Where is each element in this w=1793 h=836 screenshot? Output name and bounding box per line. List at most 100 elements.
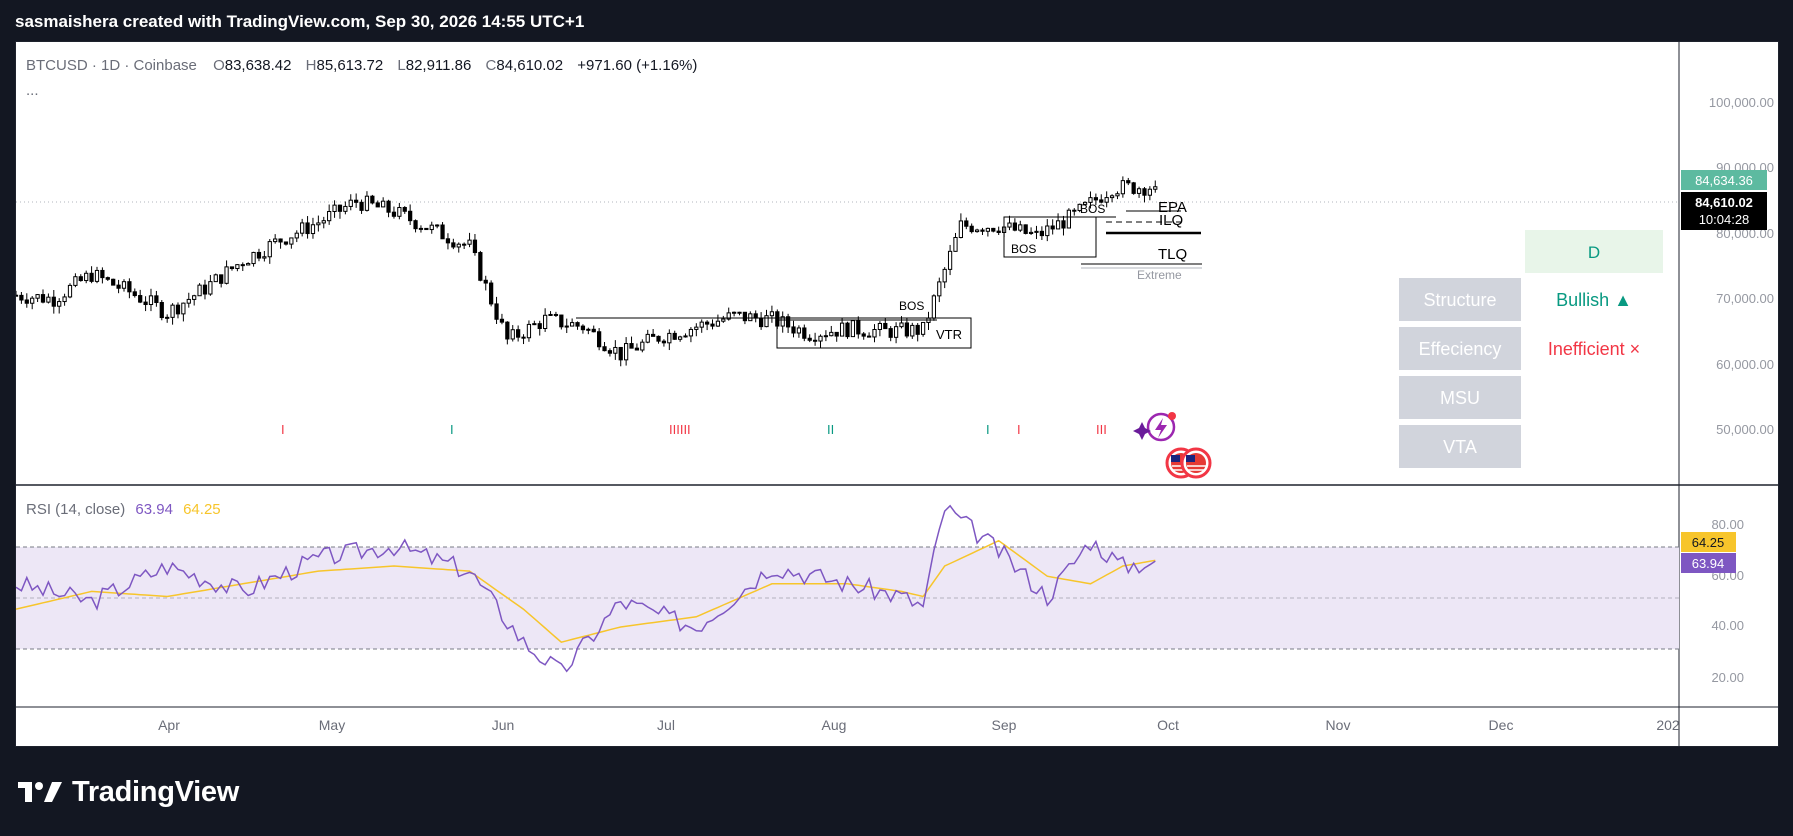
rsi-badge-value: 63.94 [1692, 556, 1725, 571]
marker-green-3[interactable]: I [986, 422, 990, 437]
timeframe-label: D [1588, 243, 1600, 262]
candle [1147, 188, 1152, 196]
tradingview-logo-icon[interactable] [18, 780, 64, 806]
candle [953, 237, 958, 252]
high-label: H [306, 57, 317, 74]
candle [958, 220, 964, 239]
candle [964, 220, 969, 227]
candle [483, 279, 488, 284]
marker-green-1[interactable]: I [450, 422, 454, 437]
candle [262, 256, 267, 259]
candle [175, 304, 181, 315]
candle [57, 301, 62, 307]
rsi-ma-badge [1681, 532, 1736, 552]
candle [499, 318, 505, 323]
rsi-label: RSI (14, close) [26, 501, 125, 518]
us-flag-event-icon-2[interactable] [1180, 447, 1212, 479]
candle [116, 284, 121, 289]
candle [1077, 203, 1082, 212]
candle [494, 303, 499, 320]
candle [715, 320, 721, 327]
time-axis[interactable]: Apr May Jun Jul Aug Sep Oct Nov Dec 202 [158, 717, 1680, 733]
candle [910, 324, 915, 337]
legend-more[interactable]: ... [26, 82, 39, 99]
candle [769, 311, 775, 317]
time-label-jul: Jul [657, 717, 675, 733]
candle [16, 294, 19, 297]
candle [105, 277, 110, 280]
candle [332, 204, 337, 213]
open-label: O [213, 57, 225, 74]
candle [359, 201, 364, 211]
rsi-tick-20: 20.00 [1711, 670, 1744, 685]
time-label-oct: Oct [1157, 717, 1179, 733]
candle [818, 335, 823, 342]
candle [1072, 209, 1077, 212]
candle [667, 332, 672, 344]
candle [67, 284, 73, 298]
candle [602, 346, 607, 352]
rsi-value: 63.94 [135, 501, 173, 518]
candle [451, 242, 456, 248]
close-value: 84,610.02 [496, 57, 563, 74]
marker-red-4[interactable]: III [1096, 422, 1107, 437]
price-axis[interactable]: 100,000.00 90,000.00 80,000.00 70,000.00… [1681, 95, 1774, 437]
candle [148, 295, 154, 306]
candle [586, 328, 591, 331]
time-label-dec: Dec [1489, 717, 1514, 733]
candle [273, 238, 278, 243]
candle [640, 341, 645, 351]
candle [591, 328, 596, 333]
close-price-badge [1681, 192, 1767, 230]
last-price-value: 84,634.36 [1695, 173, 1753, 188]
tradingview-brand[interactable]: TradingView [72, 776, 239, 808]
candle [402, 207, 407, 212]
candle [445, 238, 451, 244]
candle [316, 222, 321, 226]
candle [1109, 195, 1115, 199]
candle [78, 276, 83, 282]
marker-red-1[interactable]: I [281, 422, 285, 437]
price-tick-4: 70,000.00 [1716, 291, 1774, 306]
event-markers: I I IIIIII II I I III [281, 412, 1212, 479]
candle [1034, 230, 1039, 233]
candle [1007, 222, 1012, 228]
candle [208, 281, 213, 295]
chart-frame[interactable]: BOS VTR BOS BOS EPA ILQ TLQ Extreme I I … [15, 41, 1779, 747]
rsi-band [16, 547, 1679, 649]
marker-red-3[interactable]: I [1017, 422, 1021, 437]
candle [418, 227, 424, 230]
price-chart[interactable]: BOS VTR BOS BOS EPA ILQ TLQ Extreme I I … [16, 42, 1778, 746]
candle [456, 243, 461, 248]
candle [802, 327, 807, 339]
candle [40, 294, 46, 303]
candle [127, 281, 132, 293]
candle [397, 207, 402, 217]
candle [559, 314, 564, 328]
marker-green-2[interactable]: II [827, 422, 834, 437]
candle [785, 316, 791, 328]
change-value: +971.60 (+1.16%) [577, 57, 697, 74]
marker-red-2[interactable]: IIIIII [669, 422, 691, 437]
candle [1099, 199, 1104, 203]
candle [796, 327, 802, 334]
candle [532, 323, 537, 326]
candle [1120, 180, 1125, 195]
candle [521, 336, 526, 339]
candle [1104, 197, 1109, 203]
candle [726, 312, 731, 320]
rsi-axis[interactable]: 80.00 60.00 40.00 20.00 64.25 63.94 [1681, 517, 1744, 685]
lightning-event-icon[interactable] [1133, 412, 1176, 442]
candle [235, 264, 240, 270]
candle [537, 323, 542, 329]
candle [391, 211, 397, 217]
candle [256, 251, 262, 259]
time-label-next-year: 202 [1656, 717, 1680, 733]
structure-label: Structure [1423, 290, 1496, 310]
candle [510, 329, 515, 340]
candle [580, 325, 586, 331]
candle [143, 301, 148, 306]
candle [294, 232, 299, 239]
time-label-apr: Apr [158, 717, 180, 733]
candle [516, 329, 521, 338]
